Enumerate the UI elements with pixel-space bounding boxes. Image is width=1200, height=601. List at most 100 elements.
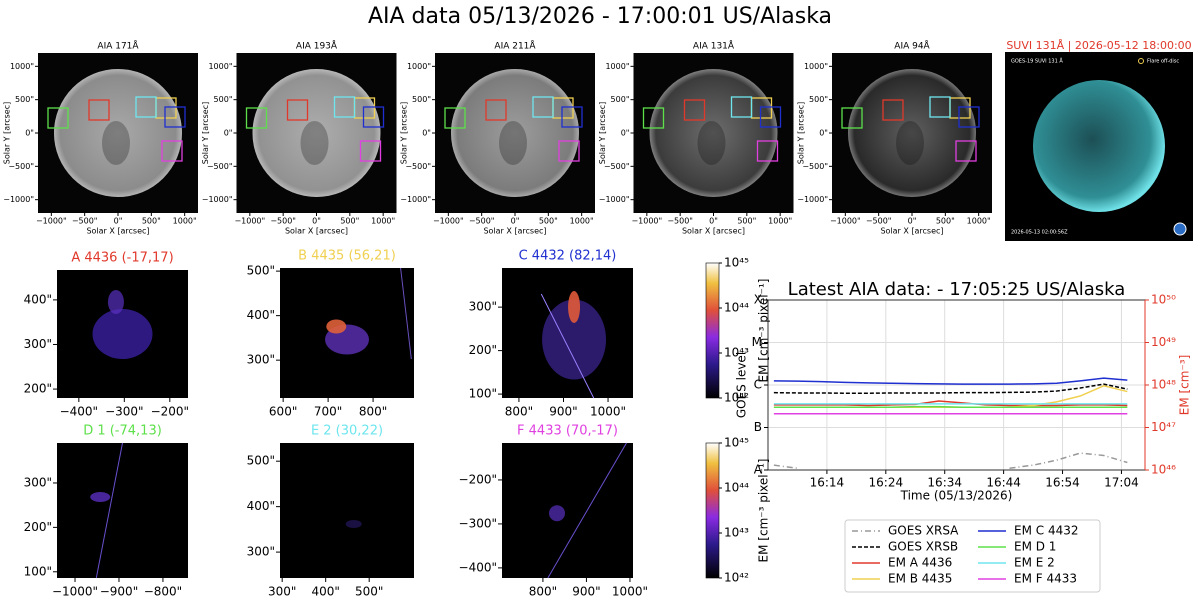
y-tick-label: 0"	[422, 129, 431, 138]
region-box	[756, 140, 779, 162]
x-tick-label: −500"	[270, 217, 296, 226]
coronal-hole	[697, 121, 726, 165]
x-tick-label: 0"	[511, 217, 520, 226]
x-axis-label: Solar X [arcsec]	[285, 227, 348, 236]
colorbar-tick-label: 10⁴⁵	[724, 436, 749, 450]
legend-label: EM C 4432	[1014, 524, 1078, 538]
em-feature	[400, 267, 412, 360]
y-tick-label: B	[754, 420, 762, 434]
region-box	[929, 96, 951, 118]
x-tick-label: 1000"	[768, 217, 792, 226]
suvi-label: GOES-19 SUVI 131 Å	[1011, 58, 1063, 65]
em-feature	[540, 293, 595, 399]
x-tick-label: 1000"	[590, 405, 626, 419]
panel-title: AIA 171Å	[97, 40, 139, 52]
legend-label: EM F 4433	[1014, 572, 1077, 586]
x-tick-label: 500"	[936, 217, 955, 226]
em-title: B 4435 (56,21)	[298, 249, 396, 264]
em-feature	[549, 505, 566, 522]
y-tick-label: 0"	[819, 129, 828, 138]
x-tick-label: 500"	[142, 217, 161, 226]
em-title: D 1 (-74,13)	[83, 424, 162, 439]
x-tick-label: 500"	[539, 217, 558, 226]
colorbar-tick-label: 10⁴⁴	[724, 301, 749, 315]
colorbar	[705, 262, 720, 399]
y2-tick-label: 10⁴⁸	[1151, 378, 1176, 392]
y-tick-label: 200"	[469, 343, 497, 357]
x-tick-label: 900"	[549, 405, 577, 419]
region-box	[161, 140, 183, 162]
series-line	[773, 405, 1128, 408]
em-title: F 4433 (70,-17)	[517, 424, 618, 439]
x-axis-label: Solar X [arcsec]	[682, 227, 745, 236]
series-line	[773, 383, 1128, 394]
y-tick-label: 1000"	[10, 62, 34, 71]
x-tick-label: 0"	[908, 217, 917, 226]
legend-label: GOES XRSA	[888, 524, 959, 538]
y-tick-label: 1000"	[804, 62, 828, 71]
agency-logo	[1173, 222, 1187, 236]
em-feature	[547, 442, 627, 579]
y-tick-label: −1000"	[3, 195, 34, 204]
y-tick-label: 100"	[24, 564, 52, 578]
em-feature	[107, 290, 124, 314]
y-tick-label: M	[752, 335, 762, 349]
y-tick-label: C	[754, 378, 762, 392]
region-box	[882, 99, 904, 121]
y2-tick-label: 10⁵⁰	[1151, 293, 1176, 307]
y-tick-label: 400"	[247, 499, 275, 513]
x-tick-label: 1000"	[967, 217, 991, 226]
y-axis-label: Solar Y [arcsec]	[797, 102, 806, 165]
page-title: AIA data 05/13/2026 - 17:00:01 US/Alaska	[368, 4, 832, 29]
suvi-disk	[1033, 80, 1165, 212]
legend-label: GOES XRSB	[888, 540, 958, 554]
x-tick-label: 0"	[312, 217, 321, 226]
suvi-title: SUVI 131Å | 2026-05-12 18:00:00	[1006, 39, 1191, 52]
coronal-hole	[499, 121, 527, 165]
colorbar-tick-label: 10⁴²	[724, 571, 749, 585]
em-feature	[90, 492, 111, 502]
em-feature	[92, 309, 153, 359]
y-tick-label: 500"	[611, 95, 630, 104]
y-tick-label: −1000"	[599, 195, 630, 204]
region-box	[561, 106, 583, 128]
x-tick-label: 300"	[268, 585, 296, 599]
suvi-legend-marker	[1138, 58, 1144, 64]
y-tick-label: 0"	[25, 129, 34, 138]
suvi-timestamp: 2026-05-13 02:00:56Z	[1011, 230, 1068, 236]
y-tick-label: 500"	[247, 264, 275, 278]
y-tick-label: 400"	[247, 308, 275, 322]
region-box	[88, 99, 110, 121]
colorbar-tick-label: 10⁴⁴	[724, 481, 749, 495]
x-tick-label: 1000"	[570, 217, 594, 226]
y-tick-label: −400"	[459, 560, 497, 574]
x-tick-label: 16:34	[927, 476, 962, 490]
y-tick-label: 1000"	[407, 62, 431, 71]
colorbar-tick-label: 10⁴³	[724, 526, 749, 540]
y2-tick-label: 10⁴⁷	[1151, 420, 1176, 434]
colorbar	[705, 442, 720, 579]
region-box	[532, 96, 554, 118]
x-tick-label: −1000"	[52, 585, 98, 599]
x-tick-label: −900"	[100, 585, 138, 599]
y-tick-label: 200"	[24, 520, 52, 534]
disk-shading	[54, 69, 182, 197]
y-axis-label: Solar Y [arcsec]	[3, 102, 12, 165]
region-box	[47, 107, 69, 129]
em-feature	[568, 291, 581, 323]
legend-label: EM D 1	[1014, 540, 1056, 554]
x-tick-label: −500"	[72, 217, 98, 226]
x-tick-label: −400"	[60, 405, 98, 419]
y-tick-label: −200"	[459, 472, 497, 486]
y-tick-label: A	[754, 463, 763, 477]
series-line	[773, 377, 1128, 385]
x-tick-label: 16:24	[869, 476, 904, 490]
region-box	[245, 107, 268, 129]
x-tick-label: 500"	[737, 217, 756, 226]
em-image	[280, 443, 414, 578]
disk-shading	[848, 69, 976, 197]
x-tick-label: −500"	[866, 217, 892, 226]
y-tick-label: −1000"	[202, 195, 233, 204]
region-box	[730, 96, 753, 118]
